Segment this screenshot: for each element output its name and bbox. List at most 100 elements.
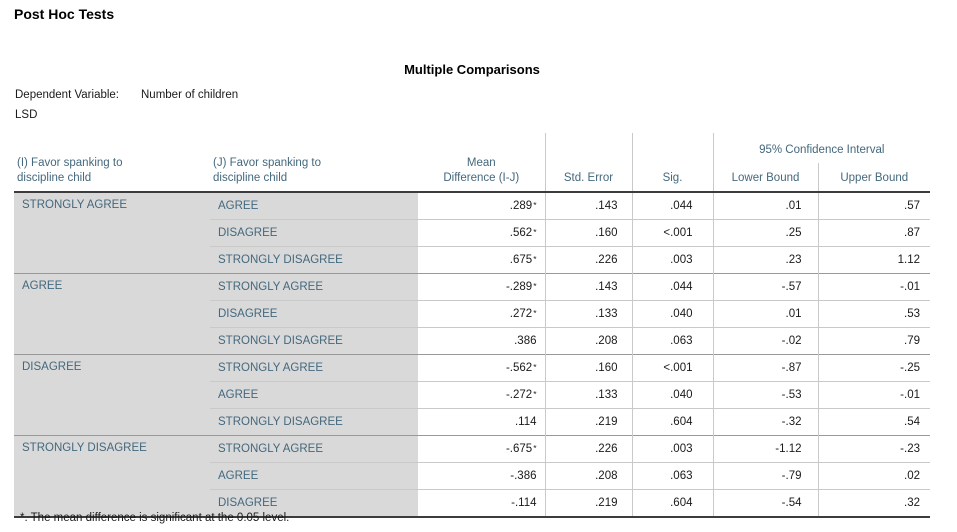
- table-row: STRONGLY AGREE AGREE .289* .143.044.01.57: [14, 191, 930, 274]
- std-error-cell: .143: [544, 191, 632, 220]
- lower-bound-cell: -.32: [712, 408, 818, 436]
- table-row: AGREE -.272* .133.040 -.53 -.01: [14, 381, 930, 409]
- mean-difference-cell: .289*: [418, 191, 545, 220]
- sig-cell: .044: [631, 273, 713, 301]
- j-category-cell: STRONGLY AGREE: [210, 435, 418, 463]
- mean-difference-cell: -.289*: [418, 273, 545, 301]
- lower-bound-cell: -1.12: [712, 435, 818, 463]
- mean-difference-cell: .272*: [418, 300, 545, 328]
- j-category-cell: AGREE: [210, 462, 418, 490]
- section-title: Post Hoc Tests: [14, 6, 115, 22]
- std-error-cell: .219: [544, 408, 632, 436]
- multiple-comparisons-table[interactable]: (I) Favor spanking to discipline child (J…: [14, 133, 930, 518]
- mean-difference-cell: -.562*: [418, 354, 545, 382]
- table-row: DISAGREE .562* .160 <.001.25.87: [14, 219, 930, 247]
- mean-difference-cell: .114: [418, 408, 545, 436]
- lower-bound-cell: -.57: [712, 273, 818, 301]
- i-category-cell: AGREE: [14, 273, 210, 355]
- sig-cell: <.001: [631, 354, 713, 382]
- sig-cell: .063: [631, 327, 713, 355]
- i-category-cell: DISAGREE: [14, 354, 210, 436]
- j-category-cell: STRONGLY AGREE: [210, 273, 418, 301]
- table-row: DISAGREE STRONGLY AGREE -.562* .160 <.001 -.8…: [14, 354, 930, 436]
- lower-bound-cell: -.53: [712, 381, 818, 409]
- upper-bound-cell: -.01: [817, 381, 930, 409]
- std-error-cell: .160: [544, 354, 632, 382]
- lower-bound-cell: .23: [712, 246, 818, 274]
- lower-bound-cell: .25: [712, 219, 818, 247]
- dependent-variable-label: Dependent Variable:: [15, 89, 119, 101]
- j-category-cell: STRONGLY DISAGREE: [210, 327, 418, 355]
- lower-bound-cell: -.87: [712, 354, 818, 382]
- mean-difference-cell: .386: [418, 327, 545, 355]
- table-row: AGREE -.386.208.063 -.79.02: [14, 462, 930, 490]
- mean-difference-cell: -.675*: [418, 435, 545, 463]
- header-mean-difference: Mean Difference (I-J): [443, 156, 520, 185]
- std-error-cell: .143: [544, 273, 632, 301]
- header-upper-bound: Upper Bound: [817, 163, 930, 192]
- sig-cell: .604: [631, 408, 713, 436]
- header-i-column: (I) Favor spanking to discipline child: [17, 156, 123, 185]
- j-category-cell: AGREE: [210, 191, 418, 220]
- mean-difference-cell: -.386: [418, 462, 545, 490]
- sig-cell: .040: [631, 381, 713, 409]
- j-category-cell: STRONGLY DISAGREE: [210, 246, 418, 274]
- table-title: Multiple Comparisons: [404, 62, 540, 77]
- std-error-cell: .208: [544, 327, 632, 355]
- sig-cell: .003: [631, 435, 713, 463]
- upper-bound-cell: .87: [817, 219, 930, 247]
- table-body: STRONGLY AGREE AGREE .289* .143.044.01.57 DI…: [14, 191, 930, 517]
- significance-star: *: [533, 281, 537, 291]
- upper-bound-cell: -.25: [817, 354, 930, 382]
- j-category-cell: STRONGLY AGREE: [210, 354, 418, 382]
- table-row: STRONGLY DISAGREE .386.208.063 -.02.79: [14, 327, 930, 355]
- method-label: LSD: [15, 109, 38, 121]
- upper-bound-cell: .53: [817, 300, 930, 328]
- std-error-cell: .226: [544, 246, 632, 274]
- header-std-error: Std. Error: [544, 133, 632, 192]
- significance-star: *: [533, 308, 537, 318]
- j-category-cell: STRONGLY DISAGREE: [210, 408, 418, 436]
- upper-bound-cell: .32: [817, 489, 930, 517]
- upper-bound-cell: -.23: [817, 435, 930, 463]
- sig-cell: .604: [631, 489, 713, 517]
- std-error-cell: .226: [544, 435, 632, 463]
- table-row: DISAGREE .272* .133.040.01.53: [14, 300, 930, 328]
- mean-difference-cell: .562*: [418, 219, 545, 247]
- i-category-cell: STRONGLY AGREE: [14, 191, 210, 274]
- significance-star: *: [533, 389, 537, 399]
- mean-difference-cell: -.272*: [418, 381, 545, 409]
- sig-cell: <.001: [631, 219, 713, 247]
- table-row: STRONGLY DISAGREE STRONGLY AGREE -.675* .22…: [14, 435, 930, 517]
- table-row: STRONGLY DISAGREE .675* .226.003.23 1.12: [14, 246, 930, 274]
- upper-bound-cell: .57: [817, 191, 930, 220]
- table-row: DISAGREE -.114.219.604 -.54.32: [14, 489, 930, 517]
- std-error-cell: .133: [544, 381, 632, 409]
- lower-bound-cell: -.79: [712, 462, 818, 490]
- lower-bound-cell: .01: [712, 191, 818, 220]
- significance-star: *: [533, 362, 537, 372]
- j-category-cell: AGREE: [210, 381, 418, 409]
- lower-bound-cell: -.54: [712, 489, 818, 517]
- significance-star: *: [533, 254, 537, 264]
- dependent-variable-row: Dependent Variable: Number of children: [15, 89, 238, 101]
- header-confidence-interval: 95% Confidence Interval: [712, 133, 930, 163]
- sig-cell: .040: [631, 300, 713, 328]
- significance-star: *: [533, 200, 537, 210]
- std-error-cell: .133: [544, 300, 632, 328]
- upper-bound-cell: .54: [817, 408, 930, 436]
- upper-bound-cell: 1.12: [817, 246, 930, 274]
- lower-bound-cell: .01: [712, 300, 818, 328]
- j-category-cell: DISAGREE: [210, 489, 418, 517]
- significance-star: *: [533, 443, 537, 453]
- header-j-column: (J) Favor spanking to discipline child: [213, 156, 322, 185]
- std-error-cell: .208: [544, 462, 632, 490]
- header-sig: Sig.: [631, 133, 713, 192]
- upper-bound-cell: .79: [817, 327, 930, 355]
- upper-bound-cell: -.01: [817, 273, 930, 301]
- mean-difference-cell: .675*: [418, 246, 545, 274]
- table-row: STRONGLY DISAGREE .114.219.604 -.32.54: [14, 408, 930, 436]
- table-row: AGREE STRONGLY AGREE -.289* .143.044 -.57 -.0…: [14, 273, 930, 355]
- table-header: (I) Favor spanking to discipline child (J…: [14, 133, 930, 192]
